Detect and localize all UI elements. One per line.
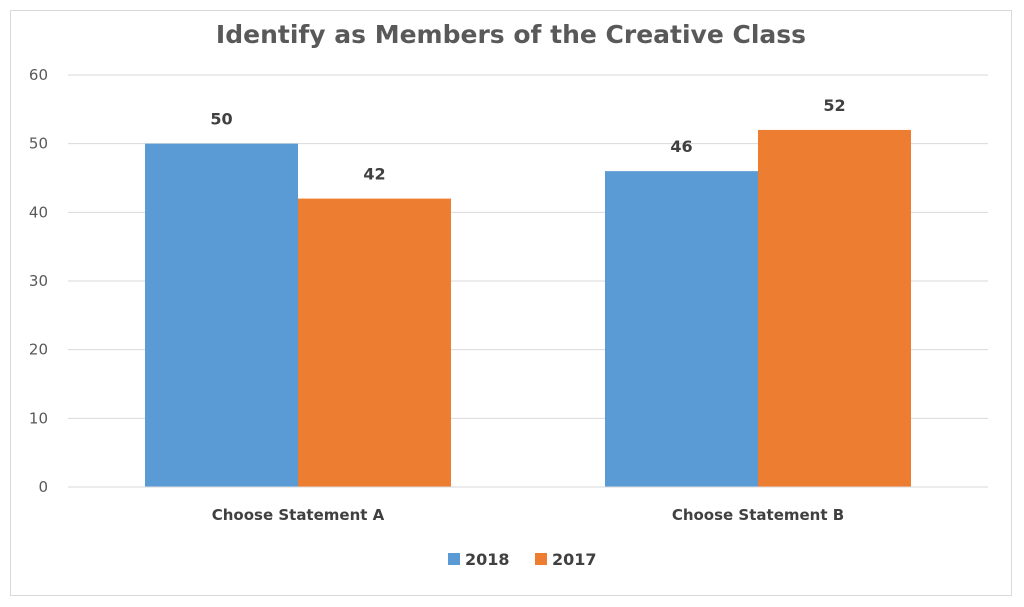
legend-swatch [448,553,460,565]
data-label: 52 [823,96,845,115]
legend-label: 2017 [552,550,597,569]
bar-2018-2 [605,171,758,487]
y-tick-label: 10 [29,409,48,427]
data-label: 50 [210,110,232,129]
legend-swatch [535,553,547,565]
bar-2018-1 [145,143,298,487]
bars: 50 42 46 52 [145,96,911,487]
y-tick-label: 60 [29,66,48,84]
bar-2017-1 [298,198,451,487]
y-axis: 0 10 20 30 40 50 60 [29,66,48,496]
legend-label: 2018 [465,550,510,569]
y-tick-label: 20 [29,341,48,359]
x-tick-label: Choose Statement B [672,506,844,524]
data-label: 42 [363,165,385,184]
x-tick-label: Choose Statement A [212,506,385,524]
chart-title: Identify as Members of the Creative Clas… [216,20,806,49]
y-tick-label: 30 [29,272,48,290]
y-tick-label: 40 [29,203,48,221]
y-tick-label: 50 [29,135,48,153]
x-axis: Choose Statement A Choose Statement B [68,486,988,524]
bar-2017-2 [758,129,911,487]
legend: 2018 2017 [448,550,597,569]
y-tick-label: 0 [38,478,48,496]
data-label: 46 [670,137,692,156]
